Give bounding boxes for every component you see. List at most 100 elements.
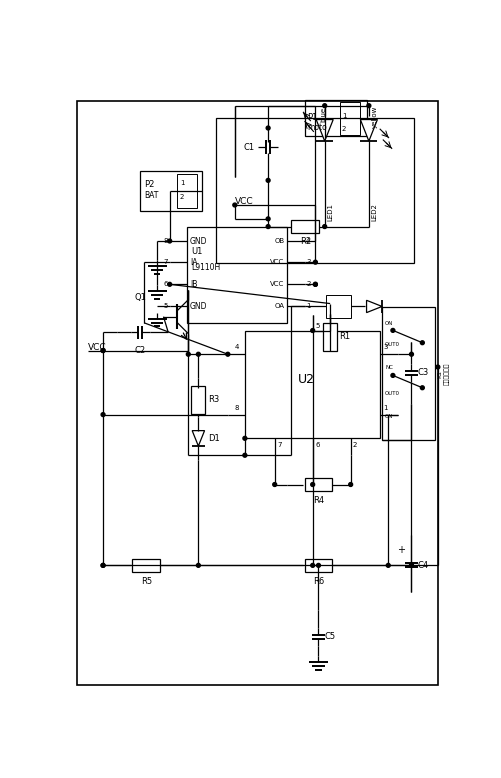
Text: R3: R3	[207, 395, 218, 405]
Circle shape	[390, 373, 394, 377]
Text: VCC: VCC	[87, 343, 106, 352]
Circle shape	[167, 239, 171, 243]
Bar	[340, 102, 360, 135]
Text: moto: moto	[306, 123, 326, 131]
Circle shape	[225, 352, 229, 356]
Bar	[216, 118, 413, 263]
Text: blue: blue	[320, 107, 326, 122]
Text: VCC: VCC	[234, 197, 253, 205]
Circle shape	[390, 328, 394, 332]
Polygon shape	[360, 120, 377, 141]
Bar	[291, 220, 319, 233]
Text: OUT0: OUT0	[384, 391, 399, 396]
Bar	[140, 171, 202, 211]
Text: 5: 5	[315, 323, 319, 329]
Bar	[191, 386, 205, 414]
Text: 6: 6	[163, 282, 168, 287]
Text: R2: R2	[299, 237, 310, 247]
Text: R1: R1	[339, 332, 350, 342]
Text: 2: 2	[341, 126, 345, 131]
Circle shape	[310, 328, 314, 332]
Text: R6: R6	[312, 577, 324, 586]
Bar	[326, 295, 350, 318]
Text: 3: 3	[306, 259, 310, 265]
Circle shape	[310, 563, 314, 567]
Text: C2: C2	[134, 346, 145, 355]
Circle shape	[266, 126, 270, 130]
Circle shape	[101, 412, 105, 416]
Circle shape	[266, 217, 270, 221]
Text: 3: 3	[383, 345, 387, 350]
Text: P2: P2	[144, 180, 154, 189]
Text: VCC: VCC	[270, 282, 284, 287]
Circle shape	[101, 349, 105, 352]
Bar	[304, 478, 332, 491]
Circle shape	[419, 341, 423, 345]
Text: 5: 5	[163, 303, 168, 310]
Circle shape	[266, 178, 270, 182]
Polygon shape	[366, 300, 381, 313]
Text: NC: NC	[384, 365, 392, 370]
Circle shape	[316, 563, 320, 567]
Circle shape	[242, 436, 246, 440]
Circle shape	[186, 352, 190, 356]
Text: 7: 7	[277, 442, 281, 448]
Text: 2: 2	[179, 194, 184, 200]
Bar	[381, 307, 434, 440]
Text: K1
启停运动开关: K1 启停运动开关	[437, 363, 448, 385]
Text: GND: GND	[189, 237, 207, 246]
Circle shape	[310, 482, 314, 486]
Text: LED2: LED2	[370, 203, 376, 221]
Text: 7: 7	[163, 259, 168, 265]
Text: yellow: yellow	[371, 106, 377, 128]
Circle shape	[435, 365, 439, 369]
Text: VCC: VCC	[270, 259, 284, 265]
Text: ON: ON	[384, 414, 393, 419]
Bar	[132, 559, 160, 572]
Text: D1: D1	[207, 434, 219, 443]
Text: 1: 1	[179, 180, 184, 187]
Text: U2: U2	[297, 373, 314, 386]
Polygon shape	[316, 120, 333, 141]
Text: ON: ON	[384, 321, 393, 326]
Text: 8: 8	[163, 238, 168, 244]
Text: 8: 8	[233, 405, 238, 411]
Text: 2: 2	[352, 442, 357, 448]
Text: GND: GND	[189, 302, 207, 311]
Text: OUT0: OUT0	[384, 342, 399, 347]
Circle shape	[313, 282, 317, 286]
Text: C1: C1	[243, 142, 255, 152]
Text: Q1: Q1	[135, 293, 146, 302]
Bar	[304, 100, 366, 136]
Text: P1: P1	[306, 113, 317, 121]
Circle shape	[409, 563, 413, 567]
Bar	[304, 559, 332, 572]
Text: IA: IA	[189, 258, 197, 267]
Text: OB: OB	[274, 238, 284, 244]
Circle shape	[266, 225, 270, 229]
Circle shape	[272, 482, 276, 486]
Text: +: +	[396, 545, 404, 555]
Circle shape	[313, 282, 317, 286]
Circle shape	[196, 563, 200, 567]
Circle shape	[386, 563, 389, 567]
Text: C4: C4	[417, 561, 428, 569]
Text: C5: C5	[324, 633, 335, 642]
Circle shape	[322, 225, 326, 229]
Circle shape	[322, 103, 326, 107]
Circle shape	[366, 103, 370, 107]
Circle shape	[167, 282, 171, 286]
Circle shape	[348, 482, 352, 486]
Circle shape	[409, 352, 413, 356]
Polygon shape	[192, 430, 204, 446]
Text: 1: 1	[306, 303, 310, 310]
Text: 1: 1	[383, 405, 387, 411]
Text: 6: 6	[315, 442, 319, 448]
Text: 4: 4	[306, 238, 310, 244]
Text: BAT: BAT	[144, 191, 158, 200]
Bar	[244, 331, 380, 438]
Text: IB: IB	[189, 280, 197, 289]
Text: R4: R4	[312, 496, 324, 505]
Text: OA: OA	[274, 303, 284, 310]
Circle shape	[313, 261, 317, 264]
